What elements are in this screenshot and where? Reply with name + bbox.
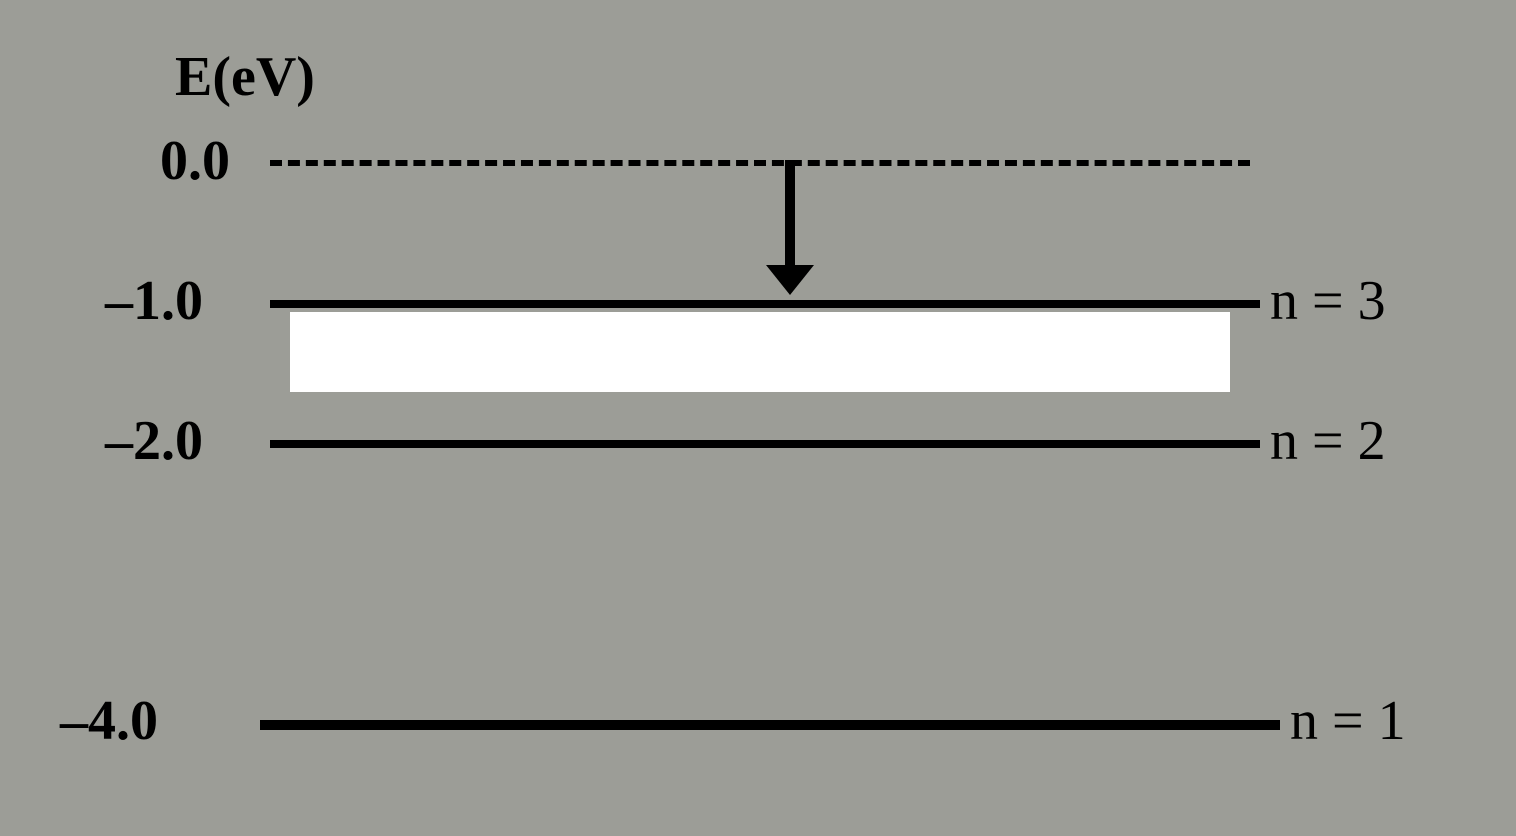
- level-line-dashed: [270, 160, 1250, 166]
- level-line: [260, 720, 1280, 730]
- energy-value-label: 0.0: [160, 129, 230, 193]
- energy-value-label: –4.0: [60, 689, 158, 753]
- energy-value-label: –2.0: [105, 409, 203, 473]
- level-line: [270, 300, 1260, 308]
- arrow-shaft: [785, 160, 795, 270]
- white-rect: [290, 312, 1230, 392]
- energy-level-diagram: E(eV) 0.0 –1.0 n = 3 –2.0 n = 2 –4.0 n = 1: [0, 0, 1516, 836]
- n-label: n = 2: [1270, 409, 1386, 473]
- n-label: n = 1: [1290, 689, 1406, 753]
- level-line: [270, 440, 1260, 448]
- energy-value-label: –1.0: [105, 269, 203, 333]
- axis-label: E(eV): [175, 45, 315, 109]
- arrow-head-icon: [766, 265, 814, 295]
- n-label: n = 3: [1270, 269, 1386, 333]
